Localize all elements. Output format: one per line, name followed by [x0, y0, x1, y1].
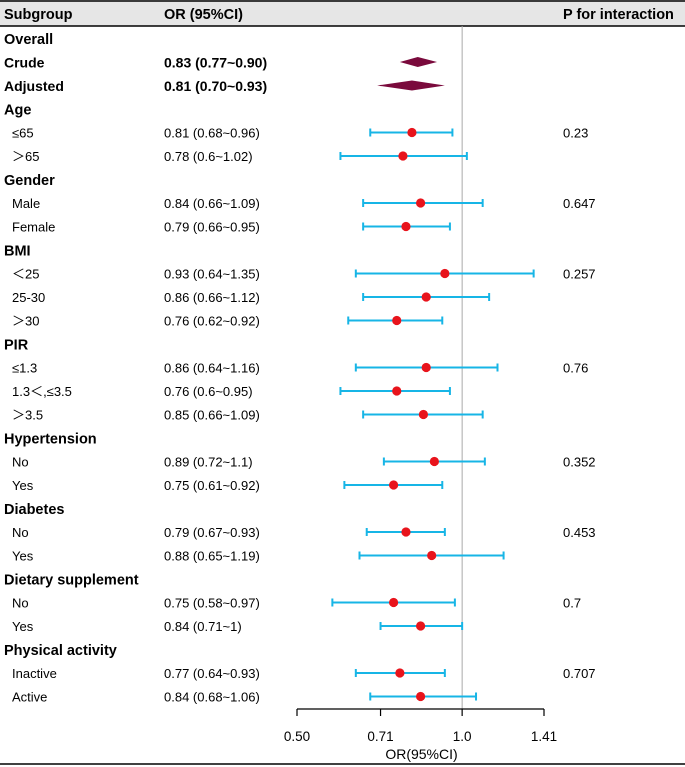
subgroup-label: 1.3＜,≤3.5: [12, 384, 72, 399]
subgroup-label: 25-30: [12, 290, 45, 305]
point-estimate: [416, 198, 426, 208]
or-ci-text: 0.84 (0.68~1.06): [164, 690, 260, 705]
p-interaction-value: 0.23: [563, 126, 588, 141]
or-ci-text: 0.84 (0.66~1.09): [164, 196, 260, 211]
summary-diamond: [377, 80, 445, 91]
group-label: Dietary supplement: [4, 573, 139, 589]
subgroup-label: Yes: [12, 549, 34, 564]
point-estimate: [421, 292, 431, 302]
subgroup-label: Male: [12, 196, 40, 211]
subgroup-label: ＞30: [12, 314, 39, 329]
or-ci-text: 0.88 (0.65~1.19): [164, 549, 260, 564]
summary-label: Crude: [4, 55, 45, 71]
p-interaction-value: 0.647: [563, 196, 596, 211]
subgroup-label: Female: [12, 220, 55, 235]
subgroup-label: No: [12, 455, 29, 470]
subgroup-label: No: [12, 596, 29, 611]
or-ci-text: 0.86 (0.66~1.12): [164, 290, 260, 305]
summary-or-text: 0.81 (0.70~0.93): [164, 78, 267, 94]
or-ci-text: 0.76 (0.62~0.92): [164, 314, 260, 329]
or-ci-text: 0.78 (0.6~1.02): [164, 149, 253, 164]
p-interaction-value: 0.352: [563, 455, 596, 470]
or-ci-text: 0.75 (0.61~0.92): [164, 478, 260, 493]
or-ci-text: 0.84 (0.71~1): [164, 619, 242, 634]
subgroup-label: No: [12, 525, 29, 540]
x-axis-label: OR(95%CI): [385, 746, 457, 762]
point-estimate: [440, 268, 450, 279]
point-estimate: [429, 456, 439, 467]
header-subgroup: Subgroup: [4, 7, 73, 23]
group-label: PIR: [4, 338, 29, 354]
subgroup-label: ≤65: [12, 126, 34, 141]
x-tick-label: 0.50: [284, 729, 310, 744]
or-ci-text: 0.85 (0.66~1.09): [164, 408, 260, 423]
point-estimate: [427, 550, 437, 561]
subgroup-label: Inactive: [12, 666, 57, 681]
or-ci-text: 0.75 (0.58~0.97): [164, 596, 260, 611]
rows-layer: Overall Crude 0.83 (0.77~0.90) Adjusted 0.81…: [4, 26, 596, 709]
summary-or-text: 0.83 (0.77~0.90): [164, 55, 267, 71]
or-ci-text: 0.76 (0.6~0.95): [164, 384, 253, 399]
point-estimate: [401, 527, 411, 537]
header-p-interaction: P for interaction: [563, 7, 674, 23]
p-interaction-value: 0.7: [563, 596, 581, 611]
group-label: Physical activity: [4, 643, 117, 659]
x-tick-label: 0.71: [367, 729, 393, 744]
group-label: Diabetes: [4, 502, 64, 518]
header-band: [0, 0, 685, 26]
summary-label: Adjusted: [4, 78, 64, 94]
subgroup-label: ＞3.5: [12, 408, 43, 423]
point-estimate: [401, 221, 411, 232]
header-or: OR (95%CI): [164, 7, 243, 23]
point-estimate: [389, 480, 399, 490]
subgroup-label: ＞65: [12, 149, 39, 164]
subgroup-label: Yes: [12, 478, 34, 493]
subgroup-label: Active: [12, 690, 47, 705]
x-tick-label: 1.0: [453, 729, 472, 744]
group-label: Gender: [4, 173, 55, 189]
p-interaction-value: 0.76: [563, 361, 588, 376]
point-estimate: [392, 386, 402, 396]
point-estimate: [418, 409, 429, 420]
or-ci-text: 0.79 (0.67~0.93): [164, 525, 260, 540]
or-ci-text: 0.93 (0.64~1.35): [164, 267, 260, 282]
point-estimate: [416, 691, 426, 702]
point-estimate: [398, 151, 408, 161]
group-label: Overall: [4, 32, 53, 48]
point-estimate: [421, 362, 431, 373]
or-ci-text: 0.79 (0.66~0.95): [164, 220, 260, 235]
or-ci-text: 0.86 (0.64~1.16): [164, 361, 260, 376]
p-interaction-value: 0.257: [563, 267, 596, 282]
point-estimate: [416, 621, 426, 631]
x-tick-label: 1.41: [531, 729, 557, 744]
subgroup-label: Yes: [12, 619, 34, 634]
or-ci-text: 0.81 (0.68~0.96): [164, 126, 260, 141]
or-ci-text: 0.89 (0.72~1.1): [164, 455, 253, 470]
summary-diamond: [399, 57, 438, 67]
group-label: Hypertension: [4, 432, 97, 448]
or-ci-text: 0.77 (0.64~0.93): [164, 666, 260, 681]
p-interaction-value: 0.707: [563, 666, 596, 681]
point-estimate: [389, 597, 399, 608]
group-label: BMI: [4, 244, 31, 260]
point-estimate: [395, 668, 405, 678]
subgroup-label: ＜25: [12, 267, 39, 282]
x-axis: 0.50 0.71 1.0 1.41 OR(95%CI): [284, 708, 557, 762]
p-interaction-value: 0.453: [563, 525, 596, 540]
subgroup-label: ≤1.3: [12, 361, 37, 376]
group-label: Age: [4, 103, 31, 119]
point-estimate: [392, 315, 402, 326]
point-estimate: [407, 127, 417, 138]
